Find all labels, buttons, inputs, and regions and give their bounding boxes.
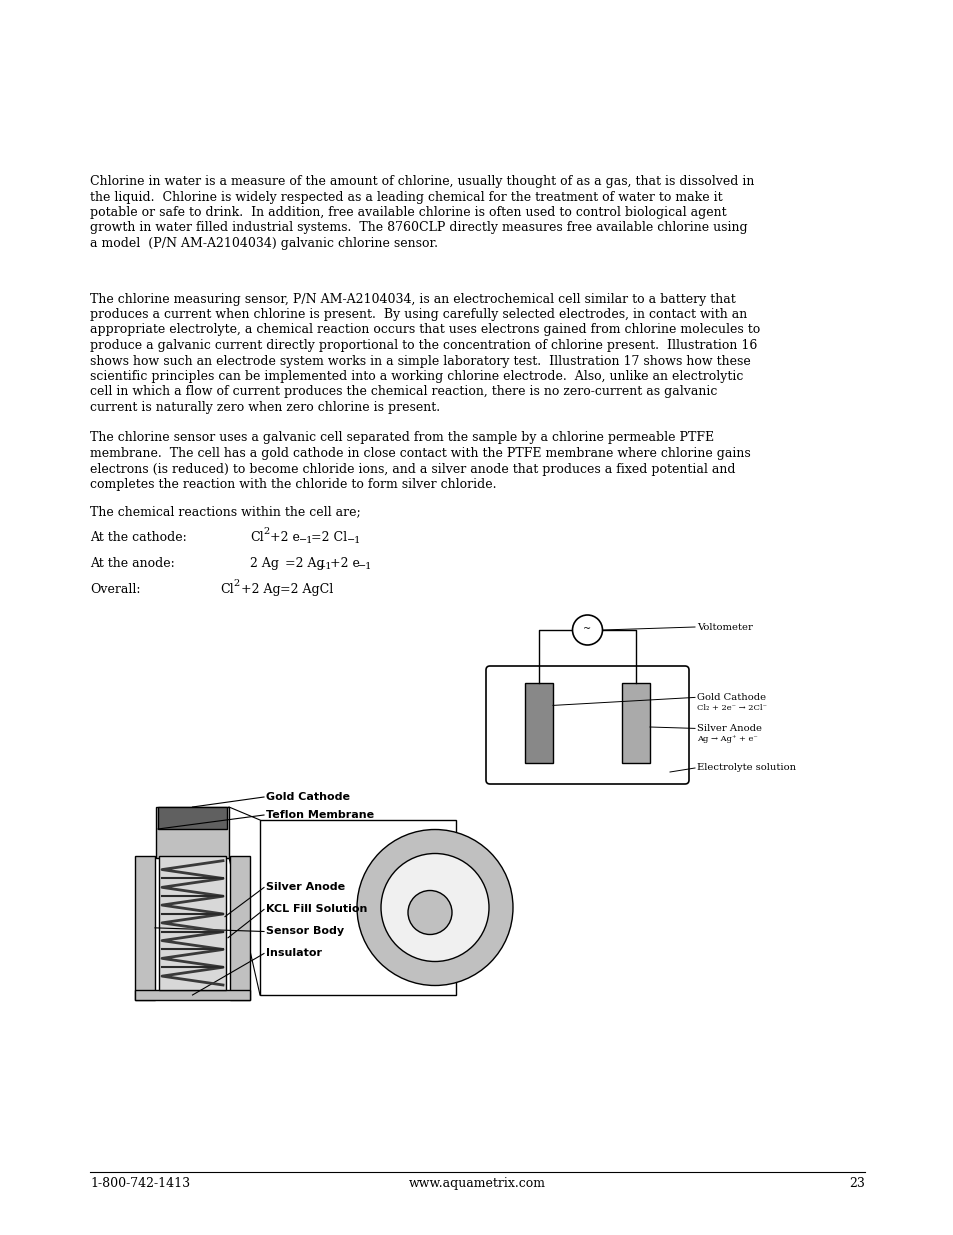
Text: cell in which a flow of current produces the chemical reaction, there is no zero: cell in which a flow of current produces…: [90, 385, 717, 399]
Bar: [135, 990, 250, 1000]
Text: The chlorine measuring sensor, P/N AM-A2104034, is an electrochemical cell simil: The chlorine measuring sensor, P/N AM-A2…: [90, 293, 735, 305]
Text: Gold Cathode: Gold Cathode: [697, 693, 765, 701]
Text: 2: 2: [233, 579, 239, 588]
Text: KCL Fill Solution: KCL Fill Solution: [266, 904, 367, 914]
Text: Silver Anode: Silver Anode: [697, 724, 761, 732]
Text: shows how such an electrode system works in a simple laboratory test.  Illustrat: shows how such an electrode system works…: [90, 354, 750, 368]
Text: The chemical reactions within the cell are;: The chemical reactions within the cell a…: [90, 505, 360, 519]
Bar: [621, 683, 649, 763]
Text: Electrolyte solution: Electrolyte solution: [697, 763, 796, 773]
Text: Insulator: Insulator: [266, 948, 322, 958]
Bar: [135, 856, 154, 1000]
Text: Cl: Cl: [220, 583, 233, 597]
Text: −1: −1: [298, 536, 313, 545]
Text: +2 e: +2 e: [270, 531, 299, 543]
Bar: [524, 683, 553, 763]
Text: 2: 2: [263, 527, 269, 536]
Text: −1: −1: [347, 536, 361, 545]
Text: produce a galvanic current directly proportional to the concentration of chlorin: produce a galvanic current directly prop…: [90, 338, 757, 352]
Text: 23: 23: [848, 1177, 864, 1191]
Text: Overall:: Overall:: [90, 583, 140, 597]
Text: =2 Cl: =2 Cl: [311, 531, 347, 543]
Text: ~: ~: [583, 625, 591, 634]
Bar: [156, 806, 229, 857]
Text: Voltometer: Voltometer: [697, 622, 752, 631]
Text: current is naturally zero when zero chlorine is present.: current is naturally zero when zero chlo…: [90, 401, 439, 414]
FancyBboxPatch shape: [485, 666, 688, 784]
Text: scientific principles can be implemented into a working chlorine electrode.  Als: scientific principles can be implemented…: [90, 370, 742, 383]
Text: =2 Ag: =2 Ag: [285, 557, 324, 571]
Text: the liquid.  Chlorine is widely respected as a leading chemical for the treatmen: the liquid. Chlorine is widely respected…: [90, 190, 721, 204]
Text: a model  (P/N AM-A2104034) galvanic chlorine sensor.: a model (P/N AM-A2104034) galvanic chlor…: [90, 237, 437, 249]
Bar: [230, 856, 250, 1000]
Text: At the cathode:: At the cathode:: [90, 531, 187, 543]
Text: www.aquametrix.com: www.aquametrix.com: [409, 1177, 545, 1191]
Text: appropriate electrolyte, a chemical reaction occurs that uses electrons gained f: appropriate electrolyte, a chemical reac…: [90, 324, 760, 336]
Text: growth in water filled industrial systems.  The 8760CLP directly measures free a: growth in water filled industrial system…: [90, 221, 747, 235]
Text: Silver Anode: Silver Anode: [266, 883, 345, 893]
Circle shape: [408, 890, 452, 935]
Text: Teflon Membrane: Teflon Membrane: [266, 810, 374, 820]
Text: produces a current when chlorine is present.  By using carefully selected electr: produces a current when chlorine is pres…: [90, 308, 746, 321]
Text: Chlorine in water is a measure of the amount of chlorine, usually thought of as : Chlorine in water is a measure of the am…: [90, 175, 754, 188]
Text: Ag → Ag⁺ + e⁻: Ag → Ag⁺ + e⁻: [697, 735, 757, 743]
Text: 2 Ag: 2 Ag: [250, 557, 278, 571]
Text: The chlorine sensor uses a galvanic cell separated from the sample by a chlorine: The chlorine sensor uses a galvanic cell…: [90, 431, 714, 445]
Bar: [260, 820, 456, 995]
Text: +1: +1: [317, 562, 333, 571]
Text: =2 AgCl: =2 AgCl: [280, 583, 333, 597]
Text: Cl: Cl: [250, 531, 263, 543]
Circle shape: [380, 853, 489, 962]
Text: Cl₂ + 2e⁻ → 2Cl⁻: Cl₂ + 2e⁻ → 2Cl⁻: [697, 704, 766, 713]
Text: 1-800-742-1413: 1-800-742-1413: [90, 1177, 190, 1191]
Text: completes the reaction with the chloride to form silver chloride.: completes the reaction with the chloride…: [90, 478, 496, 492]
Bar: [159, 856, 226, 990]
Circle shape: [356, 830, 513, 986]
Bar: [158, 806, 227, 829]
Text: +2 e: +2 e: [330, 557, 359, 571]
Text: potable or safe to drink.  In addition, free available chlorine is often used to: potable or safe to drink. In addition, f…: [90, 206, 726, 219]
Text: −1: −1: [357, 562, 372, 571]
Text: +2 Ag: +2 Ag: [241, 583, 280, 597]
Text: At the anode:: At the anode:: [90, 557, 174, 571]
Text: electrons (is reduced) to become chloride ions, and a silver anode that produces: electrons (is reduced) to become chlorid…: [90, 462, 735, 475]
Text: membrane.  The cell has a gold cathode in close contact with the PTFE membrane w: membrane. The cell has a gold cathode in…: [90, 447, 750, 459]
Text: Gold Cathode: Gold Cathode: [266, 792, 350, 802]
Text: Sensor Body: Sensor Body: [266, 926, 344, 936]
Circle shape: [572, 615, 602, 645]
